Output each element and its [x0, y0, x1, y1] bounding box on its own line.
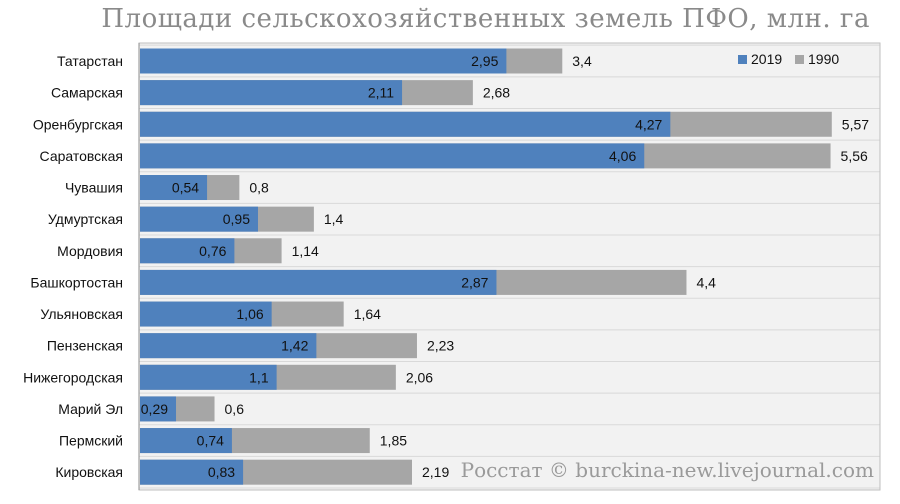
- category-label: Кировская: [55, 464, 123, 480]
- data-label-1990: 0,6: [225, 401, 245, 417]
- data-label-1990: 4,4: [696, 274, 716, 290]
- data-label-1990: 1,64: [354, 306, 381, 322]
- legend-label-1990: 1990: [808, 51, 839, 67]
- data-label-2019: 2,95: [471, 53, 498, 69]
- category-label: Самарская: [51, 85, 123, 101]
- bar-2019: [140, 301, 272, 327]
- legend-label-2019: 2019: [751, 51, 782, 67]
- bar-2019: [140, 80, 403, 106]
- data-label-1990: 5,57: [842, 116, 869, 132]
- category-label: Пермский: [59, 433, 123, 449]
- bar-2019: [140, 175, 208, 201]
- data-label-2019: 4,27: [635, 116, 662, 132]
- bar-2019: [140, 143, 645, 169]
- legend-swatch-1990: [795, 55, 804, 64]
- data-label-1990: 0,8: [249, 180, 269, 196]
- data-label-1990: 5,56: [841, 148, 868, 164]
- bar-2019: [140, 48, 507, 74]
- data-label-1990: 1,85: [380, 433, 407, 449]
- data-label-2019: 0,83: [208, 464, 235, 480]
- data-label-1990: 1,14: [292, 243, 319, 259]
- data-label-1990: 2,06: [406, 369, 433, 385]
- category-label: Мордовия: [57, 243, 123, 259]
- bar-2019: [140, 459, 244, 485]
- data-label-1990: 2,68: [483, 85, 510, 101]
- data-label-1990: 2,19: [422, 464, 449, 480]
- bar-2019: [140, 396, 177, 422]
- bar-2019: [140, 333, 317, 359]
- category-label: Пензенская: [47, 338, 123, 354]
- bar-2019: [140, 269, 497, 295]
- category-label: Чувашия: [65, 180, 123, 196]
- data-label-1990: 3,4: [572, 53, 592, 69]
- data-label-2019: 1,06: [236, 306, 263, 322]
- category-label: Удмуртская: [48, 211, 123, 227]
- category-label: Оренбургская: [33, 116, 123, 132]
- watermark: Росстат © burckina-new.livejournal.com: [460, 458, 874, 482]
- bar-2019: [140, 206, 258, 232]
- data-label-2019: 0,54: [172, 180, 199, 196]
- category-label: Марий Эл: [58, 401, 123, 417]
- data-label-2019: 1,42: [281, 338, 308, 354]
- category-label: Татарстан: [57, 53, 123, 69]
- bar-2019: [140, 428, 232, 454]
- data-label-2019: 0,74: [197, 433, 224, 449]
- data-label-2019: 1,1: [249, 369, 269, 385]
- data-label-2019: 2,11: [368, 85, 394, 101]
- data-label-2019: 0,95: [223, 211, 250, 227]
- data-label-2019: 2,87: [461, 274, 488, 290]
- category-label: Саратовская: [40, 148, 123, 164]
- category-label: Ульяновская: [40, 306, 123, 322]
- category-label: Башкортостан: [30, 274, 123, 290]
- legend-swatch-2019: [738, 55, 747, 64]
- category-label: Нижегородская: [23, 369, 123, 385]
- data-label-2019: 0,29: [141, 401, 168, 417]
- bar-2019: [140, 111, 671, 137]
- data-label-2019: 4,06: [609, 148, 636, 164]
- bar-2019: [140, 238, 235, 264]
- data-label-2019: 0,76: [199, 243, 226, 259]
- data-label-1990: 1,4: [324, 211, 344, 227]
- chart-title: Площади сельскохозяйственных земель ПФО,…: [101, 4, 870, 34]
- data-label-1990: 2,23: [427, 338, 454, 354]
- bar-2019: [140, 364, 277, 390]
